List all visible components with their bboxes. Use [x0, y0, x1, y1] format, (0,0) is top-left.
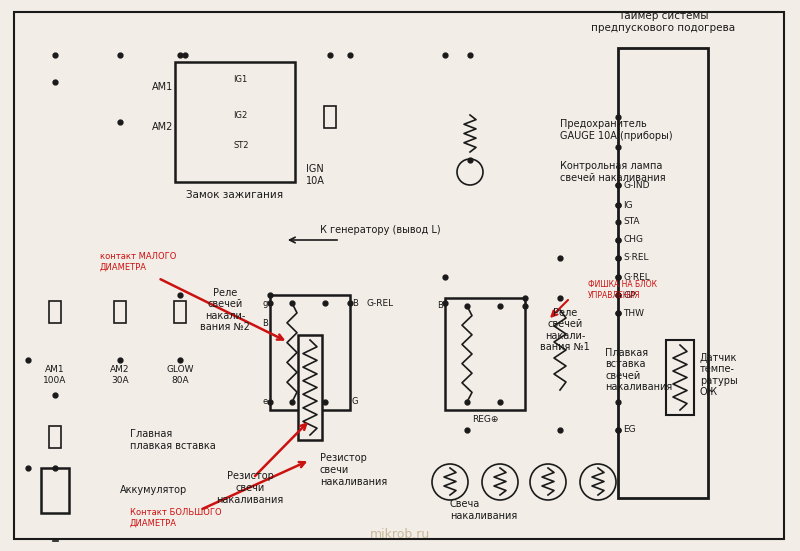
Text: AM2
30A: AM2 30A	[110, 365, 130, 385]
Text: B: B	[262, 318, 268, 327]
Text: Контрольная лампа
свечей накаливания: Контрольная лампа свечей накаливания	[560, 161, 666, 183]
Bar	[49, 301, 61, 323]
Text: THW: THW	[623, 309, 644, 317]
Text: G·REL: G·REL	[623, 273, 650, 282]
Text: Аккумулятор: Аккумулятор	[120, 485, 187, 495]
Text: Реле
свечей
накали-
вания №2: Реле свечей накали- вания №2	[200, 288, 250, 332]
Bar	[666, 340, 694, 415]
Text: Резистор
свечи
накаливания: Резистор свечи накаливания	[216, 472, 284, 505]
Text: IG: IG	[623, 201, 633, 209]
Text: S·REL: S·REL	[623, 253, 649, 262]
Text: REG⊕: REG⊕	[472, 415, 498, 424]
Text: GP: GP	[623, 290, 635, 300]
Text: AM1
100A: AM1 100A	[43, 365, 66, 385]
Text: G-REL: G-REL	[366, 299, 394, 307]
Text: IG1: IG1	[233, 75, 247, 84]
Text: Главная
плавкая вставка: Главная плавкая вставка	[130, 429, 216, 451]
Text: контакт МАЛОГО
ДИАМЕТРА: контакт МАЛОГО ДИАМЕТРА	[100, 252, 176, 272]
Text: Плавкая
вставка
свечей
накаливания: Плавкая вставка свечей накаливания	[605, 348, 672, 392]
Text: IGN
10A: IGN 10A	[306, 164, 325, 186]
Bar	[445, 298, 525, 410]
Bar	[618, 48, 708, 498]
Text: CHG: CHG	[623, 235, 643, 245]
Text: AM1: AM1	[152, 82, 173, 92]
Text: GLOW
80A: GLOW 80A	[166, 365, 194, 385]
Text: g: g	[262, 299, 268, 307]
Text: AM2: AM2	[152, 122, 173, 132]
Text: Замок зажигания: Замок зажигания	[186, 190, 283, 200]
Text: G: G	[352, 397, 358, 407]
Bar	[174, 301, 186, 323]
Text: STA: STA	[623, 218, 639, 226]
Text: ФИШКА НА БЛОК
УПРАВЛЕНИЯ: ФИШКА НА БЛОК УПРАВЛЕНИЯ	[588, 280, 657, 300]
Text: B: B	[352, 299, 358, 307]
Text: Свеча
накаливания: Свеча накаливания	[450, 499, 518, 521]
Text: IG2: IG2	[233, 111, 247, 120]
Text: B: B	[437, 301, 443, 311]
Text: Датчик
темпе-
ратуры
ОЖ: Датчик темпе- ратуры ОЖ	[700, 353, 738, 397]
Bar	[49, 426, 61, 448]
Bar	[175, 62, 295, 182]
Text: Реле
свечей
накали-
вания №1: Реле свечей накали- вания №1	[540, 307, 590, 353]
Text: e: e	[262, 397, 268, 407]
Bar	[114, 301, 126, 323]
Text: G-IND: G-IND	[623, 181, 650, 190]
Text: EG: EG	[623, 425, 636, 435]
Text: ST2: ST2	[233, 141, 249, 149]
Text: К генератору (вывод L): К генератору (вывод L)	[320, 225, 440, 235]
Text: Таймер системы
предпускового подогрева: Таймер системы предпускового подогрева	[591, 11, 735, 33]
Text: mikrob.ru: mikrob.ru	[370, 528, 430, 542]
Bar	[324, 106, 336, 128]
Text: Резистор
свечи
накаливания: Резистор свечи накаливания	[320, 453, 387, 487]
Bar	[298, 335, 322, 440]
Bar	[270, 295, 350, 410]
Text: Предохранитель
GAUGE 10A (приборы): Предохранитель GAUGE 10A (приборы)	[560, 119, 673, 141]
Bar	[41, 468, 69, 513]
Text: Контакт БОЛЬШОГО
ДИАМЕТРА: Контакт БОЛЬШОГО ДИАМЕТРА	[130, 509, 222, 528]
